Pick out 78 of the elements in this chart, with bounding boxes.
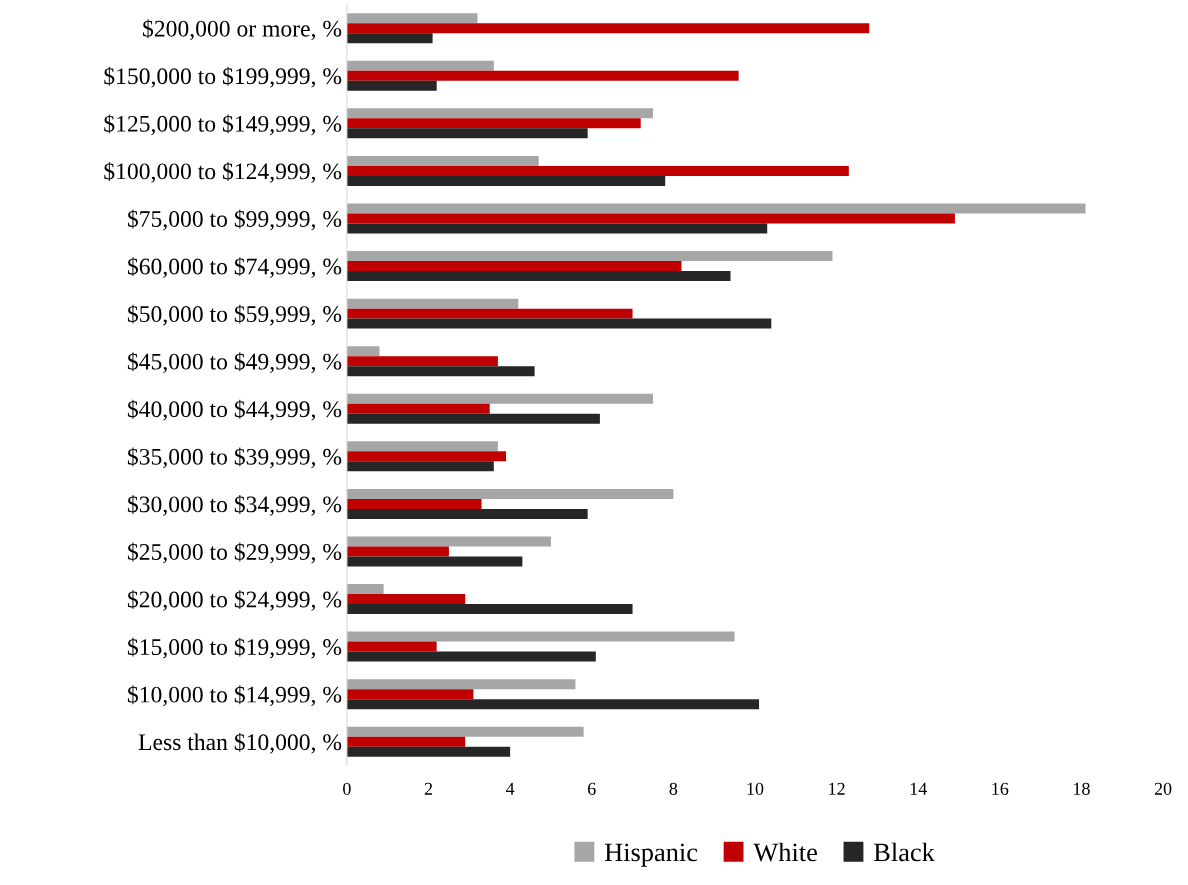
bar: [346, 403, 490, 414]
bar: [346, 441, 498, 452]
bar: [346, 366, 535, 377]
bar: [346, 641, 437, 652]
bar: [346, 33, 433, 44]
bar: [346, 108, 653, 119]
y-tick-label: $15,000 to $19,999, %: [127, 637, 342, 659]
bar: [346, 346, 380, 357]
legend-label: White: [753, 842, 817, 862]
y-tick-label: $60,000 to $74,999, %: [127, 257, 342, 278]
y-tick-label: $100,000 to $124,999, %: [104, 162, 342, 183]
y-tick-label: $30,000 to $34,999, %: [127, 494, 342, 516]
bar: [346, 746, 511, 757]
bar: [346, 413, 600, 424]
bar: [346, 60, 494, 71]
bar: [346, 175, 666, 186]
bar: [346, 679, 576, 690]
bar: [346, 155, 539, 166]
y-tick-label: $10,000 to $14,999, %: [127, 685, 342, 706]
y-tick-label: $50,000 to $59,999, %: [127, 304, 342, 326]
bar: [346, 508, 588, 519]
bar: [346, 556, 523, 567]
x-tick-label: 18: [1074, 782, 1090, 795]
bar: [346, 726, 584, 737]
bar: [346, 488, 674, 499]
y-tick-label: $150,000 to $199,999, %: [104, 66, 342, 88]
bar: [346, 23, 870, 34]
x-tick-label: 0: [343, 782, 351, 795]
bar: [346, 298, 519, 309]
bar: [346, 498, 482, 509]
bar: [346, 699, 760, 710]
bar: [346, 308, 633, 319]
x-tick-label: 10: [747, 782, 764, 795]
bar: [346, 80, 437, 91]
bar: [346, 318, 772, 329]
bar: [346, 271, 731, 282]
bar: [346, 604, 633, 615]
x-tick-label: 2: [424, 782, 433, 795]
bar: [346, 594, 466, 605]
bar: [346, 584, 384, 595]
y-tick-label: $40,000 to $44,999, %: [127, 399, 342, 421]
x-tick-label: 14: [910, 782, 927, 795]
bar: [346, 213, 955, 224]
x-tick-label: 4: [505, 782, 515, 795]
bar: [346, 223, 768, 234]
x-tick-label: 6: [588, 782, 596, 795]
bar: [346, 461, 494, 472]
bar: [346, 651, 596, 662]
y-tick-label: $75,000 to $99,999, %: [127, 209, 342, 231]
bar: [346, 689, 474, 700]
legend-label: Black: [874, 842, 935, 862]
bar: [346, 546, 449, 557]
y-tick-label: $25,000 to $29,999, %: [127, 542, 342, 564]
bar: [346, 536, 551, 547]
x-tick-label: 12: [829, 782, 845, 795]
bar: [346, 70, 739, 81]
bar: [346, 356, 498, 367]
bar: [346, 393, 653, 404]
x-tick-label: 20: [1154, 782, 1172, 795]
bar: [346, 118, 641, 129]
y-tick-label: $35,000 to $39,999, %: [127, 447, 342, 469]
bar: [346, 203, 1086, 214]
bar: [346, 165, 849, 176]
y-tick-label: $125,000 to $149,999, %: [104, 114, 342, 136]
y-tick-label: $20,000 to $24,999, %: [127, 590, 342, 611]
y-tick-label: Less than $10,000, %: [138, 732, 342, 754]
x-tick-label: 16: [992, 782, 1009, 795]
legend-label: Hispanic: [604, 843, 698, 867]
bar: [346, 631, 735, 642]
bar: [346, 451, 507, 462]
x-tick-label: 8: [669, 782, 678, 795]
y-tick-label: $45,000 to $49,999, %: [127, 352, 342, 374]
bar: [346, 128, 588, 139]
bar: [346, 13, 478, 24]
bar: [346, 261, 682, 272]
y-tick-label: $200,000 or more, %: [143, 19, 342, 41]
bar: [346, 736, 466, 747]
bar: [346, 251, 833, 262]
